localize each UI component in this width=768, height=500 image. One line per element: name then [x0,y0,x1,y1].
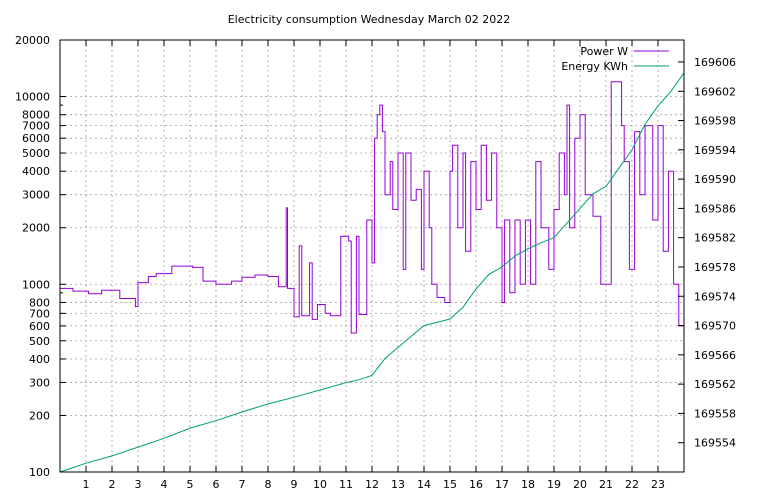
y-left-tick-label: 7000 [22,120,50,133]
x-tick-label: 20 [573,478,587,491]
y-left-tick-label: 3000 [22,189,50,202]
x-tick-label: 16 [469,478,483,491]
y-left-tick-label: 10000 [15,91,50,104]
chart-title: Electricity consumption Wednesday March … [228,13,511,26]
y-left-tick-label: 6000 [22,132,50,145]
x-tick-label: 7 [239,478,246,491]
y-left-tick-label: 4000 [22,165,50,178]
series-line-power [60,81,684,334]
y-right-tick-label: 169586 [694,202,736,215]
right-axis-ticks: 169554 169558 169562 169566 169570 169574 1695… [678,56,736,450]
y-left-tick-label: 800 [29,296,50,309]
legend: Power W Energy KWh [561,45,669,73]
x-tick-label: 21 [599,478,613,491]
bottom-axis-ticks: 1 2 3 4 5 6 7 8 9 10 11 12 13 14 15 16 17 18 19 20 21 22 23 [83,40,665,491]
x-tick-label: 2 [109,478,116,491]
y-left-tick-label: 5000 [22,147,50,160]
y-left-tick-label: 600 [29,320,50,333]
x-tick-label: 3 [135,478,142,491]
x-tick-label: 10 [313,478,327,491]
series-line-energy [59,72,685,473]
x-tick-label: 13 [391,478,405,491]
x-tick-label: 9 [291,478,298,491]
y-right-tick-label: 169570 [694,320,736,333]
y-right-tick-label: 169558 [694,407,736,420]
y-left-tick-label: 2000 [22,222,50,235]
x-tick-label: 6 [213,478,220,491]
y-right-tick-label: 169574 [694,290,736,303]
x-tick-label: 4 [161,478,168,491]
y-right-tick-label: 169566 [694,349,736,362]
y-left-tick-label: 500 [29,335,50,348]
x-tick-label: 19 [547,478,561,491]
legend-label-energy: Energy KWh [561,60,628,73]
y-right-tick-label: 169582 [694,232,736,245]
legend-label-power: Power W [580,45,628,58]
x-tick-label: 17 [495,478,509,491]
y-right-tick-label: 169594 [694,144,736,157]
y-left-tick-label: 8000 [22,109,50,122]
grid-lines [60,40,684,472]
series-layer [59,72,685,473]
y-right-tick-label: 169606 [694,56,736,69]
x-tick-label: 22 [625,478,639,491]
x-tick-label: 23 [651,478,665,491]
x-tick-label: 8 [265,478,272,491]
x-tick-label: 11 [339,478,353,491]
x-tick-label: 12 [365,478,379,491]
y-right-tick-label: 169554 [694,437,736,450]
y-left-tick-label: 300 [29,376,50,389]
y-left-tick-label: 20000 [15,34,50,47]
x-tick-label: 15 [443,478,457,491]
y-left-tick-label: 400 [29,353,50,366]
y-left-tick-label: 200 [29,409,50,422]
y-right-tick-label: 169602 [694,85,736,98]
y-left-tick-label: 1000 [22,278,50,291]
y-right-tick-label: 169590 [694,173,736,186]
y-left-tick-label: 100 [29,466,50,479]
y-right-tick-label: 169578 [694,261,736,274]
y-right-tick-label: 169562 [694,378,736,391]
y-right-tick-label: 169598 [694,115,736,128]
x-tick-label: 5 [187,478,194,491]
x-tick-label: 1 [83,478,90,491]
x-tick-label: 14 [417,478,431,491]
x-tick-label: 18 [521,478,535,491]
y-left-tick-label: 700 [29,307,50,320]
